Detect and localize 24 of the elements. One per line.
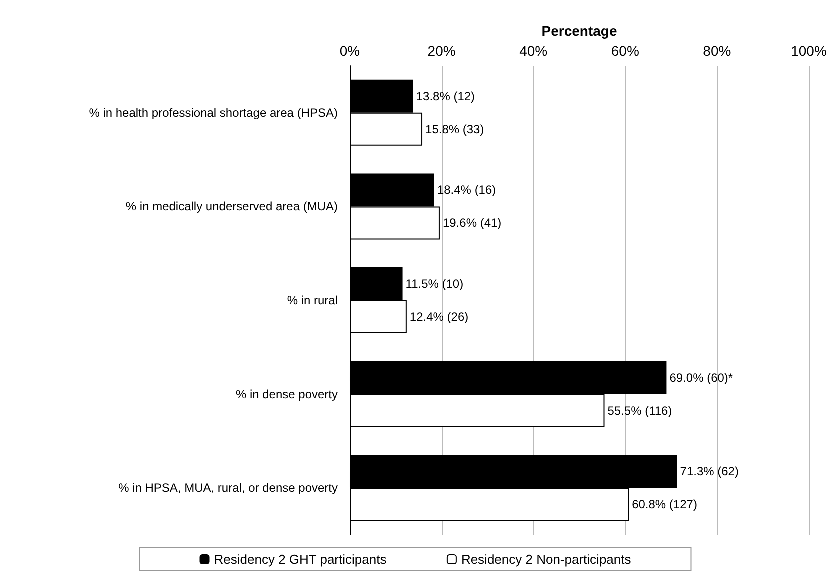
y-tick-label: % in dense poverty <box>236 387 338 402</box>
x-tick-label: 20% <box>428 43 456 59</box>
y-tick-label: % in HPSA, MUA, rural, or dense poverty <box>118 481 338 496</box>
data-label: 13.8% (12) <box>416 89 476 104</box>
data-label: 15.8% (33) <box>426 122 484 136</box>
data-label: 19.6% (41) <box>442 216 502 230</box>
data-label: 71.3% (62) <box>680 464 739 479</box>
data-label: 60.8% (127) <box>632 498 698 512</box>
data-label: 18.4% (16) <box>437 183 496 198</box>
x-tick-label: 40% <box>520 43 548 59</box>
y-tick-label: % in health professional shortage area (HPSA) <box>89 106 338 120</box>
legend-label: Residency 2 Non-participants <box>461 552 632 567</box>
x-tick-label: 100% <box>791 43 827 59</box>
legend-label: Residency 2 GHT participants <box>214 552 388 567</box>
y-tick-label: % in medically underserved area (MUA) <box>126 200 338 214</box>
x-tick-label: 60% <box>611 43 640 59</box>
data-label: 55.5% (116) <box>608 404 672 418</box>
x-tick-label: 0% <box>340 43 360 59</box>
y-tick-label: % in rural <box>287 294 338 308</box>
data-label: 12.4% (26) <box>410 310 469 324</box>
x-tick-label: 80% <box>703 43 732 59</box>
x-axis-title: Percentage <box>542 23 618 39</box>
data-label: 11.5% (10) <box>406 277 464 291</box>
data-label: 69.0% (60)* <box>670 370 734 385</box>
